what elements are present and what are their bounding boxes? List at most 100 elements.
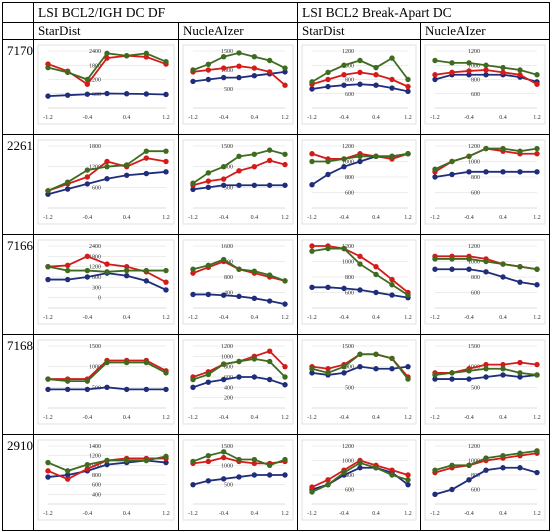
x-tick-label: -1.2 [430,315,440,321]
data-point [163,267,169,274]
x-tick-label: 1.2 [404,215,412,221]
x-tick-label: 0.4 [123,415,130,421]
data-point [483,169,489,175]
x-tick-label: 0.4 [499,315,507,321]
data-point [205,178,212,184]
chart-cell: 1200 1000 800 600 -1.2 -0.4 0.4 1.2 [420,434,550,531]
y-tick-label: 600 [345,488,354,494]
y-tick-label: 1500 [342,344,354,350]
data-point [163,148,169,154]
x-tick-label: 0.4 [372,115,380,121]
y-tick-label: 400 [92,492,101,498]
data-point [500,372,506,378]
data-point [123,457,130,464]
y-tick-label: 800 [471,78,480,84]
data-point [45,93,51,99]
x-tick-label: 1.2 [162,315,170,321]
data-point [236,358,242,365]
x-tick-label: 0.4 [499,511,507,517]
data-point [500,452,506,459]
table-row: 2910 1400 1200 1000 800 600 400 -1.2 -0.4 0.4 1.2 1… [2,434,550,531]
table-row: 7166 2400 1800 1200 600 300 0 -1.2 -0.4 0.4 1.2 160… [2,234,550,335]
chart-cell: 1500 1000 500 -1.2 -0.4 0.4 1.2 [178,39,298,135]
data-point [190,458,196,465]
data-point [389,467,395,473]
chart-cell: 1500 1000 500 -1.2 -0.4 0.4 1.2 [178,134,298,235]
data-point [309,248,315,254]
x-tick-label: -1.2 [430,511,440,517]
data-point [309,86,315,92]
data-point [483,72,489,78]
data-point [104,90,110,97]
data-point [123,263,130,270]
chart-cell: 1200 1000 800 600 -1.2 -0.4 0.4 1.2 [297,134,421,235]
data-point [432,72,438,78]
data-point [236,374,242,380]
data-point [282,363,288,370]
data-point [220,376,227,383]
data-point [432,376,438,382]
y-tick-label: 1400 [89,444,101,450]
x-tick-label: -0.4 [83,215,93,221]
x-tick-label: -1.2 [188,415,198,421]
x-tick-label: 1.2 [281,215,289,221]
y-tick-label: 1000 [342,160,354,166]
data-point [309,182,315,188]
data-point [205,184,212,191]
data-point [325,370,331,376]
data-point [236,168,242,174]
data-point [84,76,91,83]
data-point [449,376,455,382]
data-point [373,351,379,357]
y-tick-label: 1200 [468,49,480,55]
x-tick-label: 0.4 [123,215,130,221]
data-point [143,359,150,366]
sample-id: 7166 [2,234,34,335]
x-tick-label: -0.4 [339,415,349,421]
data-point [389,76,395,83]
data-point [500,465,506,471]
data-point [64,267,71,274]
y-tick-label: 400 [224,385,233,391]
data-point [341,370,347,376]
y-tick-label: 1600 [221,244,233,250]
data-point [373,263,379,270]
data-point [500,69,506,76]
data-point [341,469,347,476]
data-point [143,148,150,154]
y-tick-label: 1200 [468,244,480,250]
data-point [123,267,130,274]
y-tick-label: 1000 [342,260,354,266]
chart-cell: 1200 1000 800 600 -1.2 -0.4 0.4 1.2 [420,234,550,335]
data-point [143,91,150,97]
data-point [163,287,169,293]
x-tick-label: -0.4 [339,315,349,321]
data-point [282,278,288,284]
data-point [325,83,331,90]
data-point [534,169,540,175]
table-row: 2261 1800 1200 600 -1.2 -0.4 0.4 1.2 1500 1000 500… [2,134,550,235]
data-point [163,386,169,393]
y-tick-label: 600 [471,92,480,98]
chart-frame [182,44,294,125]
data-point [64,92,71,98]
data-point [251,460,258,467]
data-point [205,76,212,83]
y-tick-label: 400 [224,291,233,297]
x-tick-label: 1.2 [281,511,289,517]
y-tick-label: 1200 [89,165,101,171]
data-point [143,278,150,284]
data-point [64,69,71,76]
data-point [282,82,288,88]
x-tick-label: -1.2 [188,215,198,221]
data-point [449,256,455,262]
x-tick-label: -0.4 [219,115,229,121]
x-tick-label: 1.2 [533,215,541,221]
y-tick-label: 1500 [468,344,480,350]
x-tick-label: 1.2 [404,511,412,517]
x-tick-label: 0.4 [251,511,259,517]
data-point [466,60,472,66]
